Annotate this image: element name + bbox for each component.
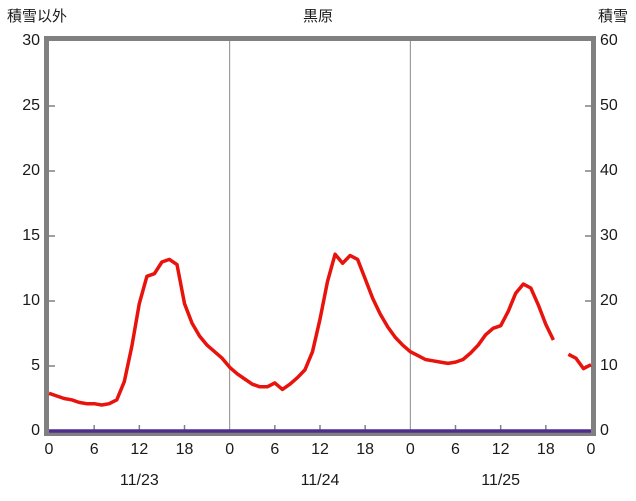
chart-title: 黒原	[302, 8, 333, 25]
series-line-left	[48, 252, 555, 407]
chart-frame	[44, 36, 596, 436]
right-axis-title: 積雪	[597, 8, 628, 25]
left-axis-title: 積雪以外	[7, 8, 68, 25]
series-line-left	[567, 352, 592, 371]
